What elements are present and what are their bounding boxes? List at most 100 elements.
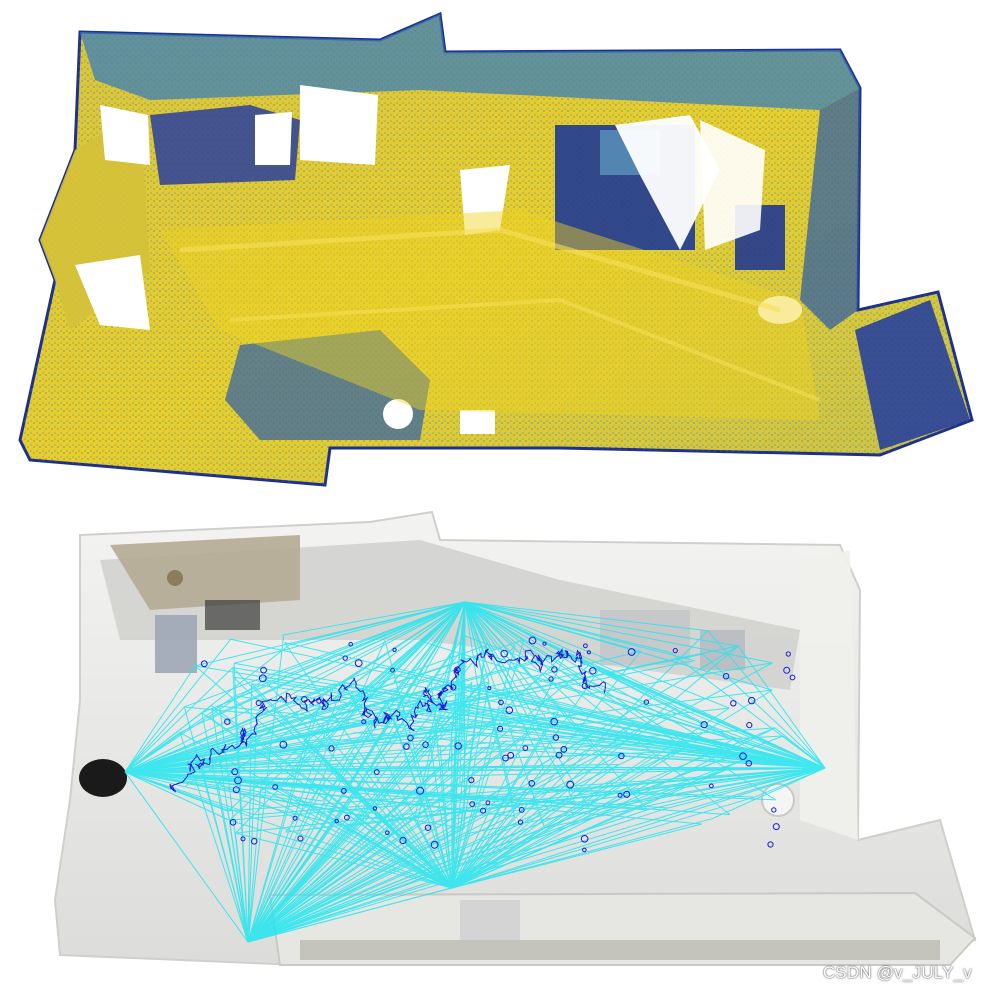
camera-trajectory bbox=[169, 636, 796, 853]
point-cloud-right-wall bbox=[800, 88, 860, 330]
keyframe-marker bbox=[548, 676, 554, 682]
pose-graph-edge bbox=[451, 689, 773, 889]
keyframe-marker bbox=[234, 776, 242, 785]
pose-graph-edge bbox=[247, 807, 669, 943]
pose-graph-edge bbox=[124, 771, 453, 889]
pose-graph-edge bbox=[247, 887, 453, 943]
rgb-trash-bin bbox=[761, 783, 795, 817]
keyframe-marker bbox=[672, 648, 678, 654]
pose-graph-edge bbox=[234, 601, 466, 697]
pose-graph-edge bbox=[464, 601, 516, 646]
pose-graph-edge bbox=[124, 665, 468, 773]
keyframe-marker bbox=[771, 807, 777, 813]
pose-graph-edge bbox=[247, 665, 589, 943]
keyframe-marker bbox=[623, 790, 631, 798]
keyframe-marker bbox=[231, 768, 239, 776]
keyframe-marker bbox=[301, 696, 308, 703]
pose-graph-edge bbox=[469, 767, 826, 834]
keyframe-marker bbox=[617, 792, 623, 798]
keyframe-marker bbox=[502, 754, 509, 762]
keyframe-marker bbox=[385, 830, 390, 836]
pose-graph-edge bbox=[428, 736, 453, 889]
pose-graph-edge bbox=[464, 601, 480, 697]
keyframe-marker bbox=[344, 814, 350, 821]
pose-graph-edge bbox=[247, 722, 544, 943]
keyframe-marker bbox=[200, 660, 208, 668]
pose-graph-edge bbox=[247, 701, 388, 943]
pose-graph-edge bbox=[247, 645, 516, 943]
pose-graph-edge bbox=[247, 645, 739, 943]
keyframe-marker bbox=[250, 838, 258, 845]
keyframe-marker bbox=[260, 666, 268, 674]
keyframe-marker bbox=[560, 746, 568, 753]
pose-graph-edge bbox=[124, 767, 826, 773]
pose-graph-edge bbox=[247, 745, 464, 943]
pose-graph-edge bbox=[451, 767, 826, 889]
keyframe-marker bbox=[480, 807, 487, 814]
point-cloud-hole-left-door bbox=[75, 255, 150, 330]
pose-graph-edge bbox=[179, 732, 249, 943]
keyframe-marker bbox=[497, 725, 504, 732]
keyframe-marker bbox=[498, 699, 504, 706]
pose-graph-edge bbox=[124, 771, 489, 777]
pose-graph-edge bbox=[247, 832, 470, 943]
pose-graph-edge bbox=[532, 677, 826, 769]
pose-graph-edge bbox=[235, 832, 453, 889]
pose-graph-edges bbox=[124, 601, 826, 943]
pose-graph-edge bbox=[247, 807, 460, 943]
keyframe-marker bbox=[582, 847, 587, 853]
pose-graph-edge bbox=[195, 665, 826, 769]
keyframe-marker bbox=[373, 769, 380, 775]
rgb-appliance-left bbox=[155, 615, 197, 673]
keyframe-marker bbox=[748, 696, 756, 705]
pose-graph-edge bbox=[247, 681, 490, 943]
keyframe-marker bbox=[589, 667, 597, 675]
keyframe-marker bbox=[272, 784, 279, 790]
pose-graph-edge bbox=[247, 696, 480, 943]
pose-graph-edge bbox=[464, 601, 534, 679]
keyframe-marker bbox=[789, 674, 796, 681]
trajectory-path bbox=[169, 647, 606, 793]
keyframe-marker bbox=[240, 836, 246, 842]
pose-graph-edge bbox=[256, 601, 466, 714]
pose-graph-edge bbox=[774, 727, 826, 769]
keyframe-marker bbox=[361, 719, 367, 725]
pose-graph-edge bbox=[464, 601, 743, 762]
pose-graph-edge bbox=[393, 717, 826, 769]
pose-graph-edge bbox=[711, 767, 826, 820]
keyframe-marker bbox=[340, 788, 347, 794]
keyframe-marker bbox=[229, 819, 237, 826]
pose-graph-edge bbox=[124, 738, 331, 773]
keyframe-marker bbox=[581, 682, 588, 690]
pose-graph-edge bbox=[247, 681, 473, 943]
keyframe-marker bbox=[316, 698, 322, 704]
pose-graph-edge bbox=[247, 768, 728, 943]
pose-graph-edge bbox=[247, 776, 263, 943]
keyframe-marker bbox=[279, 740, 288, 749]
pose-graph-edge bbox=[247, 740, 508, 943]
rgb-reconstruction-panel bbox=[53, 510, 977, 967]
pose-graph-edge bbox=[254, 767, 826, 816]
pose-graph-edge bbox=[184, 706, 826, 769]
pose-graph-edge bbox=[247, 748, 751, 943]
pose-graph-edge bbox=[464, 601, 641, 652]
pose-graph-edge bbox=[124, 706, 185, 773]
keyframe-marker bbox=[407, 734, 414, 742]
pose-graph-edge bbox=[327, 767, 826, 813]
keyframe-marker bbox=[454, 742, 462, 750]
pose-graph-edge bbox=[322, 693, 826, 769]
keyframe-marker bbox=[297, 835, 304, 842]
keyframe-marker bbox=[485, 800, 491, 806]
keyframe-marker bbox=[232, 786, 240, 794]
keyframe-marker bbox=[342, 655, 348, 661]
pose-graph-edge bbox=[451, 827, 546, 889]
pose-graph-edge bbox=[124, 771, 346, 827]
pose-graph-edge bbox=[247, 645, 487, 943]
pose-graph-edge bbox=[464, 601, 826, 769]
keyframe-marker bbox=[522, 745, 529, 751]
pose-graph-edge bbox=[281, 601, 466, 636]
keyframe-marker bbox=[422, 741, 429, 749]
pose-graph-edge bbox=[707, 630, 826, 769]
pose-graph-edge bbox=[124, 771, 230, 821]
pose-graph-edge bbox=[451, 681, 490, 889]
